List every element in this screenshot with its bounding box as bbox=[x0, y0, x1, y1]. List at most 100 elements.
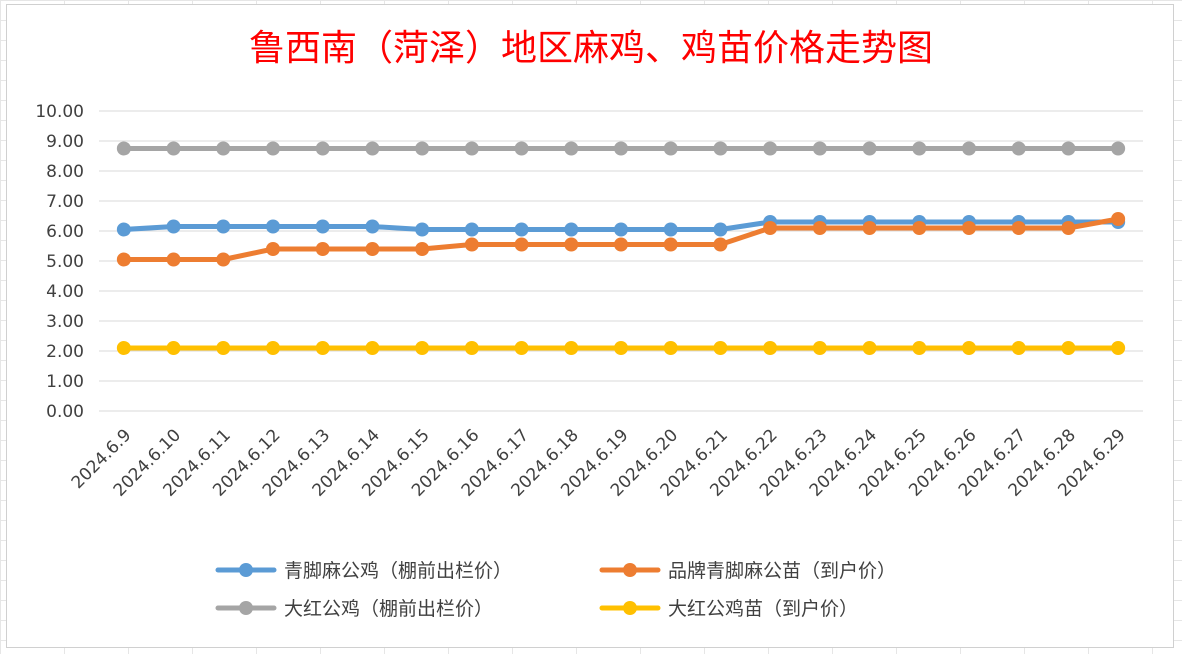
data-point-marker[interactable] bbox=[216, 141, 231, 156]
data-point-marker[interactable] bbox=[713, 141, 728, 156]
data-point-marker[interactable] bbox=[1011, 221, 1026, 235]
y-tick-label: 5.00 bbox=[46, 252, 84, 272]
data-point-marker[interactable] bbox=[166, 141, 181, 156]
data-point-marker[interactable] bbox=[962, 141, 976, 156]
data-point-marker[interactable] bbox=[166, 219, 181, 234]
data-point-marker[interactable] bbox=[763, 221, 778, 235]
legend[interactable]: 青脚麻公鸡（棚前出栏价） 品牌青脚麻公苗（到户价） 大红公鸡（棚前出栏价） 大红公鸡苗… bbox=[215, 560, 896, 620]
data-point-marker[interactable] bbox=[216, 341, 231, 355]
data-point-marker[interactable] bbox=[514, 341, 529, 355]
data-point-marker[interactable] bbox=[464, 141, 479, 156]
series-group[interactable] bbox=[116, 212, 1126, 267]
data-point-marker[interactable] bbox=[962, 341, 976, 355]
data-point-marker[interactable] bbox=[1061, 221, 1076, 235]
data-point-marker[interactable] bbox=[614, 237, 628, 252]
data-point-marker[interactable] bbox=[315, 242, 330, 256]
data-point-marker[interactable] bbox=[962, 221, 976, 235]
data-point-marker[interactable] bbox=[1011, 341, 1026, 355]
data-point-marker[interactable] bbox=[912, 141, 927, 156]
data-point-marker[interactable] bbox=[116, 252, 131, 267]
data-point-marker[interactable] bbox=[812, 221, 827, 235]
legend-marker-icon bbox=[623, 601, 637, 615]
data-point-marker[interactable] bbox=[116, 141, 131, 156]
data-point-marker[interactable] bbox=[116, 222, 131, 237]
data-point-marker[interactable] bbox=[663, 222, 678, 237]
data-point-marker[interactable] bbox=[216, 219, 231, 234]
legend-item[interactable]: 品牌青脚麻公苗（到户价） bbox=[599, 560, 896, 582]
data-point-marker[interactable] bbox=[713, 237, 728, 252]
data-point-marker[interactable] bbox=[614, 141, 628, 156]
data-point-marker[interactable] bbox=[514, 237, 529, 252]
data-point-marker[interactable] bbox=[514, 222, 529, 237]
data-point-marker[interactable] bbox=[564, 141, 579, 156]
data-point-marker[interactable] bbox=[315, 141, 330, 156]
data-point-marker[interactable] bbox=[464, 222, 479, 237]
data-point-marker[interactable] bbox=[1111, 141, 1126, 156]
data-point-marker[interactable] bbox=[415, 242, 430, 256]
legend-marker-icon bbox=[239, 601, 253, 615]
data-point-marker[interactable] bbox=[415, 341, 430, 355]
data-point-marker[interactable] bbox=[564, 237, 579, 252]
data-point-marker[interactable] bbox=[564, 222, 579, 237]
data-point-marker[interactable] bbox=[663, 237, 678, 252]
data-point-marker[interactable] bbox=[763, 141, 778, 156]
data-point-marker[interactable] bbox=[564, 341, 579, 355]
data-point-marker[interactable] bbox=[116, 341, 131, 355]
data-point-marker[interactable] bbox=[166, 341, 181, 355]
data-point-marker[interactable] bbox=[912, 221, 927, 235]
data-point-marker[interactable] bbox=[614, 341, 628, 355]
data-point-marker[interactable] bbox=[266, 141, 280, 156]
data-point-marker[interactable] bbox=[663, 141, 678, 156]
data-point-marker[interactable] bbox=[614, 222, 628, 237]
data-point-marker[interactable] bbox=[862, 341, 877, 355]
data-point-marker[interactable] bbox=[365, 341, 380, 355]
data-point-marker[interactable] bbox=[365, 242, 380, 256]
data-point-marker[interactable] bbox=[812, 341, 827, 355]
y-tick-label: 2.00 bbox=[46, 342, 84, 362]
data-point-marker[interactable] bbox=[1111, 341, 1126, 355]
data-point-marker[interactable] bbox=[365, 219, 380, 234]
data-point-marker[interactable] bbox=[464, 237, 479, 252]
data-point-marker[interactable] bbox=[166, 252, 181, 267]
series-group[interactable] bbox=[116, 341, 1126, 355]
data-point-marker[interactable] bbox=[365, 141, 380, 156]
data-point-marker[interactable] bbox=[266, 219, 280, 234]
data-point-marker[interactable] bbox=[663, 341, 678, 355]
data-point-marker[interactable] bbox=[763, 341, 778, 355]
data-point-marker[interactable] bbox=[216, 252, 231, 267]
x-axis-labels: 2024.6.92024.6.102024.6.112024.6.122024.… bbox=[68, 425, 1130, 500]
legend-item[interactable]: 大红公鸡（棚前出栏价） bbox=[215, 598, 493, 620]
legend-label: 品牌青脚麻公苗（到户价） bbox=[668, 560, 896, 582]
legend-item[interactable]: 大红公鸡苗（到户价） bbox=[599, 598, 858, 620]
y-tick-label: 10.00 bbox=[35, 102, 84, 122]
data-point-marker[interactable] bbox=[912, 341, 927, 355]
y-tick-label: 6.00 bbox=[46, 222, 84, 242]
legend-item[interactable]: 青脚麻公鸡（棚前出栏价） bbox=[215, 560, 512, 582]
data-point-marker[interactable] bbox=[713, 341, 728, 355]
data-point-marker[interactable] bbox=[862, 141, 877, 156]
legend-label: 大红公鸡（棚前出栏价） bbox=[284, 598, 493, 620]
data-point-marker[interactable] bbox=[862, 221, 877, 235]
data-point-marker[interactable] bbox=[514, 141, 529, 156]
data-point-marker[interactable] bbox=[1061, 341, 1076, 355]
data-point-marker[interactable] bbox=[266, 341, 280, 355]
data-point-marker[interactable] bbox=[1061, 141, 1076, 156]
data-point-marker[interactable] bbox=[1011, 141, 1026, 156]
data-point-marker[interactable] bbox=[315, 341, 330, 355]
series-group[interactable] bbox=[116, 141, 1126, 156]
y-tick-label: 7.00 bbox=[46, 192, 84, 212]
data-point-marker[interactable] bbox=[266, 242, 280, 256]
data-point-marker[interactable] bbox=[1111, 212, 1126, 226]
series-lines bbox=[116, 141, 1126, 355]
legend-marker-icon bbox=[623, 563, 637, 577]
data-point-marker[interactable] bbox=[812, 141, 827, 156]
data-point-marker[interactable] bbox=[713, 222, 728, 237]
data-point-marker[interactable] bbox=[464, 341, 479, 355]
legend-label: 青脚麻公鸡（棚前出栏价） bbox=[284, 560, 512, 582]
legend-marker-icon bbox=[239, 563, 253, 577]
data-point-marker[interactable] bbox=[415, 222, 430, 237]
y-tick-label: 3.00 bbox=[46, 312, 84, 332]
y-tick-label: 9.00 bbox=[46, 132, 84, 152]
data-point-marker[interactable] bbox=[315, 219, 330, 234]
data-point-marker[interactable] bbox=[415, 141, 430, 156]
